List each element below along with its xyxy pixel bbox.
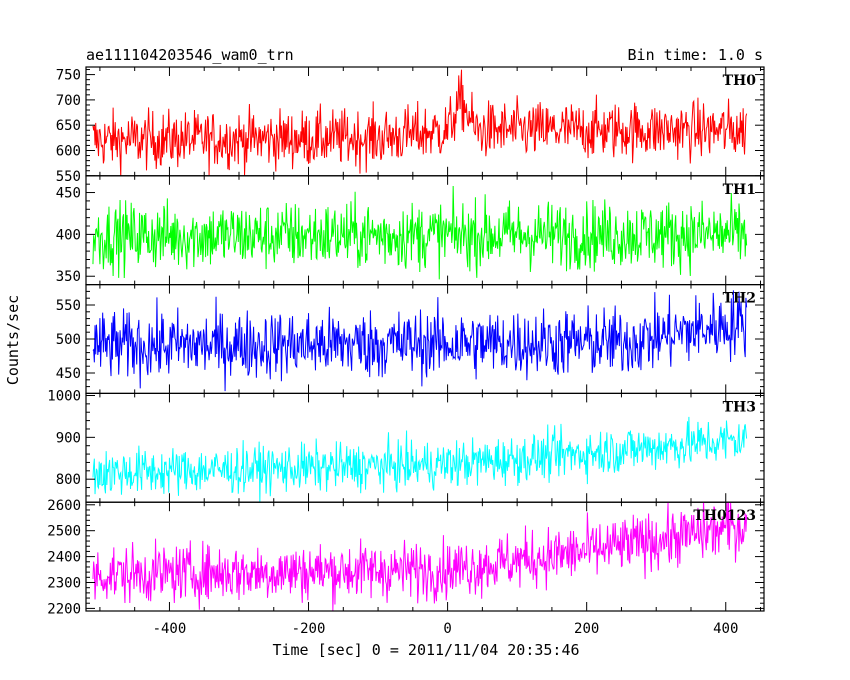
y-tick-label: 900 — [56, 430, 81, 446]
panel-th0123: 2200 2300 2400 2500 2600 TH0123 — [47, 498, 765, 617]
y-tick-label: 450 — [56, 186, 81, 202]
x-tick-labels: -400 -200 0 200 400 — [153, 621, 739, 637]
y-tick-label: 550 — [56, 169, 81, 185]
y-tick-label: 700 — [56, 93, 81, 109]
panels: 550 600 650 700 750 TH0 350 400 450 TH1 450 500 550 T… — [47, 66, 765, 617]
x-tick-label: 200 — [574, 621, 599, 637]
y-tick-label: 2300 — [47, 576, 81, 592]
y-tick-label: 550 — [56, 298, 81, 314]
x-tick-label: 400 — [713, 621, 738, 637]
y-tick-label: 450 — [56, 366, 81, 382]
y-tick-label: 650 — [56, 118, 81, 134]
y-tick-label: 400 — [56, 227, 81, 243]
x-tick-label: 0 — [443, 621, 451, 637]
panel-th0: 550 600 650 700 750 TH0 — [56, 66, 765, 185]
series-line-th0123 — [92, 502, 748, 611]
panel-th1: 350 400 450 TH1 — [56, 175, 765, 285]
series-line-th3 — [92, 416, 748, 503]
bin-time-label: Bin time: 1.0 s — [628, 46, 763, 64]
y-tick-label: 2400 — [47, 550, 81, 566]
panel-th3: 800 900 1000 TH3 — [47, 388, 765, 503]
panel-label-th2: TH2 — [723, 291, 756, 307]
x-axis-label: Time [sec] 0 = 2011/11/04 20:35:46 — [272, 641, 579, 659]
series-line-th0 — [92, 69, 748, 176]
y-tick-label: 750 — [56, 68, 81, 84]
y-tick-label: 1000 — [47, 388, 81, 404]
y-tick-label: 600 — [56, 143, 81, 159]
chart-title: ae111104203546_wam0_trn — [86, 46, 294, 64]
panel-th2: 450 500 550 TH2 — [56, 284, 765, 395]
y-tick-label: 500 — [56, 332, 81, 348]
y-tick-label: 2500 — [47, 524, 81, 540]
panel-label-th0123: TH0123 — [693, 508, 756, 524]
x-tick-label: -200 — [292, 621, 326, 637]
x-tick-label: -400 — [153, 621, 187, 637]
panel-label-th0: TH0 — [723, 73, 757, 89]
panel-label-th3: TH3 — [723, 399, 756, 415]
y-tick-label: 2200 — [47, 601, 81, 617]
y-tick-label: 2600 — [47, 498, 81, 514]
series-line-th1 — [92, 186, 748, 280]
series-line-th2 — [92, 290, 748, 392]
y-axis-label: Counts/sec — [4, 295, 22, 385]
y-tick-label: 350 — [56, 269, 81, 285]
panel-label-th1: TH1 — [723, 182, 756, 198]
y-tick-label: 800 — [56, 472, 81, 488]
